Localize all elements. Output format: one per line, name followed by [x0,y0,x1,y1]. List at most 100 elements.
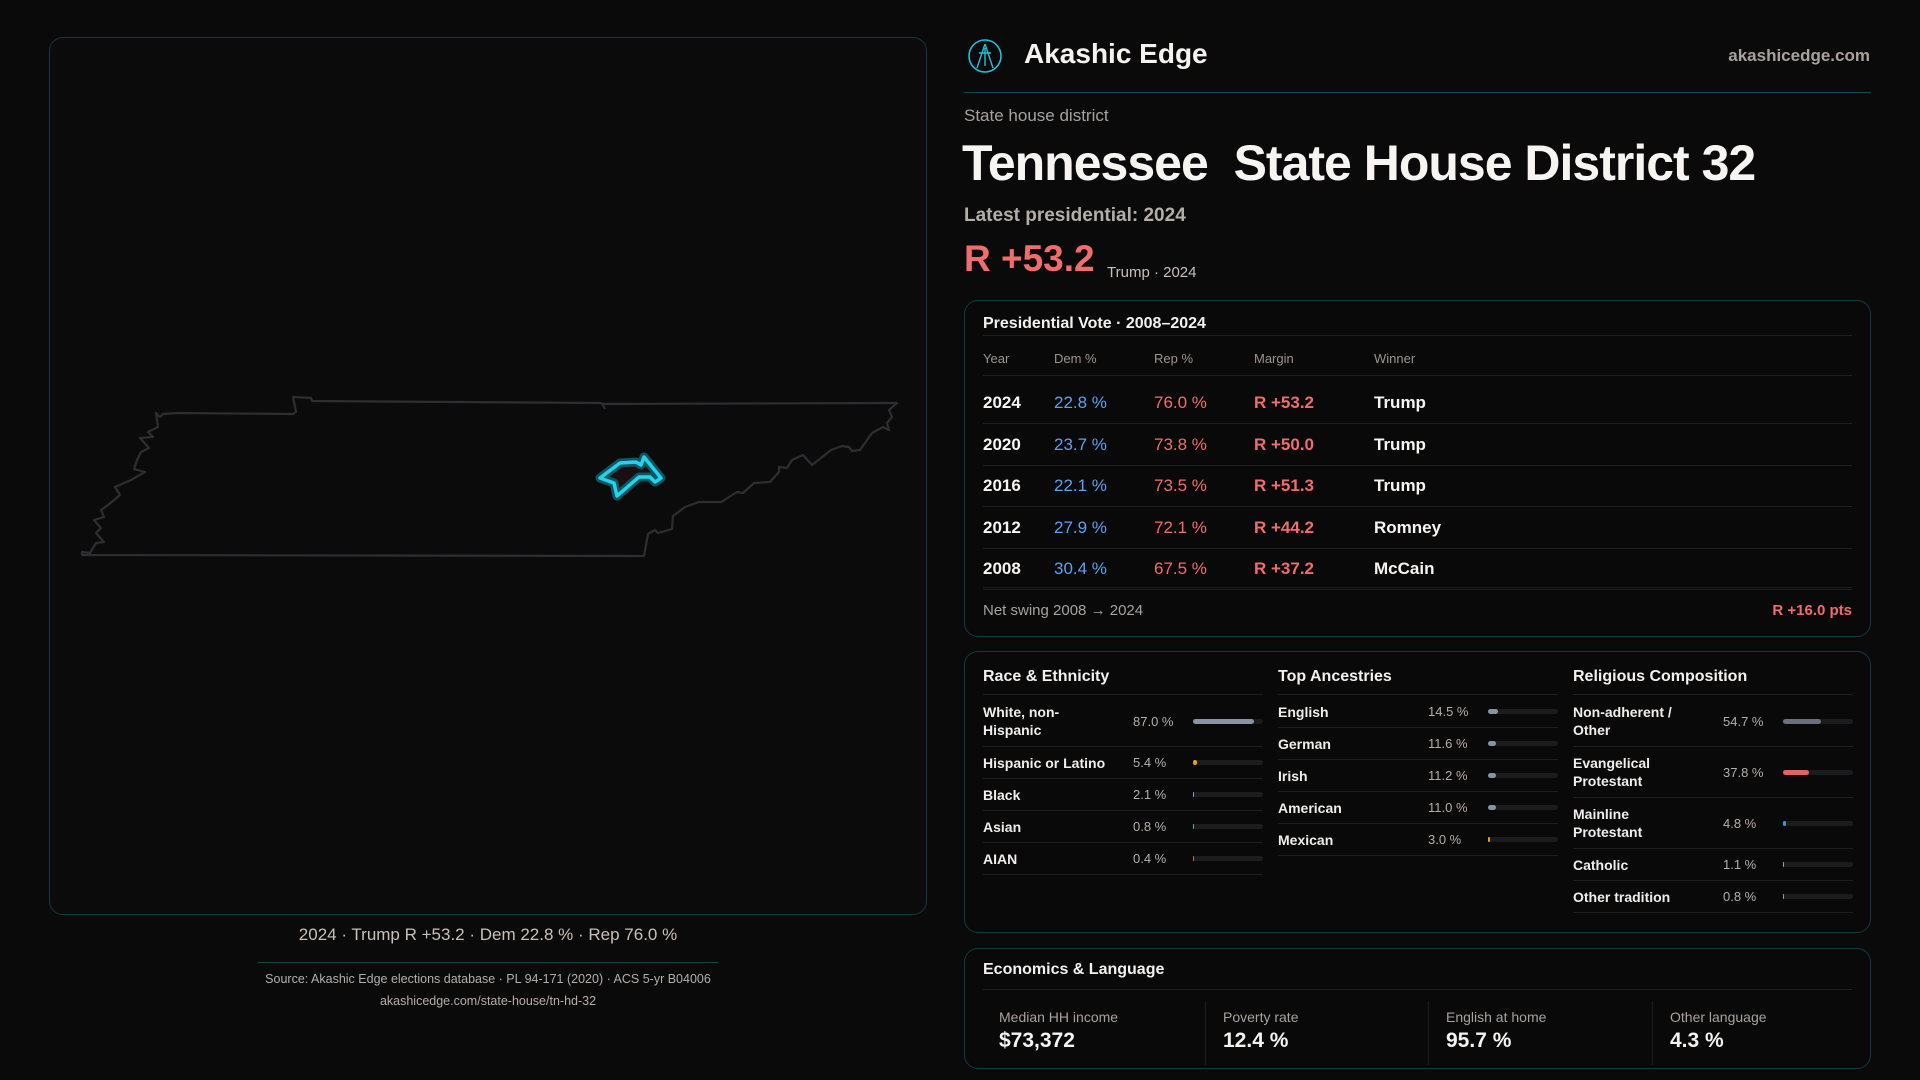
bar-track [1488,837,1558,842]
divider [983,423,1852,424]
list-item: American 11.0 % [1278,792,1558,824]
cell-margin: R +50.0 [1254,434,1315,454]
divider [983,589,1852,590]
brand-name[interactable]: Akashic Edge [1024,38,1208,69]
bar-track [1193,718,1263,724]
page-title: Tennessee State House District 32 [962,134,1757,192]
tennessee-outline [80,395,899,558]
bar-track [1193,824,1263,829]
item-value: 11.0 % [1428,800,1468,815]
cell-winner: McCain [1374,559,1435,578]
bar-fill [1783,718,1822,724]
item-label: White, non-Hispanic [983,704,1060,738]
table-row[interactable]: 2024 22.8 % 76.0 % R +53.2 Trump [965,383,1870,424]
cell-dem: 22.8 % [1054,393,1107,412]
bar-track [1193,760,1263,765]
column-title: Religious Composition [1573,668,1748,685]
list-item: Black 2.1 % [983,779,1263,811]
item-label: Hispanic or Latino [983,755,1106,771]
bar-track [1488,709,1558,714]
headline-margin-sub: Trump · 2024 [1107,264,1197,281]
cell-winner: Trump [1374,393,1426,412]
stat-3: Other language 4.3 % [1670,1009,1870,1053]
stat-divider [1652,1001,1653,1065]
header-year: Year [983,351,1010,366]
item-value: 3.0 % [1428,832,1462,847]
cell-rep: 73.8 % [1154,434,1207,454]
item-value: 14.5 % [1428,704,1469,719]
cell-dem: 30.4 % [1054,559,1107,578]
bar-track [1783,769,1853,775]
cell-rep: 73.5 % [1154,476,1207,495]
net-swing-value: R +16.0 pts [1772,602,1852,619]
stat-value: 95.7 % [1446,1029,1512,1052]
site-link[interactable]: akashicedge.com [1728,46,1870,65]
item-label: Other tradition [1573,889,1671,905]
column-title: Top Ancestries [1278,668,1392,685]
divider [983,547,1852,549]
table-row[interactable]: 2020 23.7 % 73.8 % R +50.0 Trump [965,425,1870,466]
latest-presidential: Latest presidential: 2024 [964,205,1186,226]
divider [983,464,1852,466]
list-item: German 11.6 % [1278,728,1558,760]
cell-dem: 27.9 % [1054,517,1107,537]
item-value: 0.8 % [1133,819,1167,834]
divider [983,335,1852,336]
bar-track [1783,894,1853,899]
cell-year: 2012 [983,517,1021,537]
bar-fill [1193,718,1254,724]
divider [983,989,1852,990]
header-margin: Margin [1254,351,1294,366]
bar-fill [1488,773,1496,778]
cell-winner: Trump [1374,434,1426,454]
list-item: White, non-Hispanic 87.0 % [983,696,1263,747]
item-label: Mexican [1278,832,1334,848]
item-value: 54.7 % [1723,713,1764,729]
stat-label: English at home [1446,1009,1547,1025]
bar-fill [1193,856,1195,861]
bar-fill [1783,862,1785,867]
item-label: Black [983,787,1021,803]
cell-margin: R +37.2 [1254,559,1315,578]
cell-year: 2016 [983,476,1021,495]
cell-dem: 23.7 % [1054,434,1107,454]
item-label: American [1278,800,1342,816]
item-value: 5.4 % [1133,755,1167,770]
item-value: 11.2 % [1428,768,1468,783]
bar-track [1488,805,1558,810]
cell-year: 2020 [983,434,1021,454]
akashic-edge-logo-icon[interactable] [967,38,1003,74]
item-label: Catholic [1573,857,1629,873]
cell-margin: R +51.3 [1254,476,1315,495]
stat-divider [1428,1001,1429,1065]
bar-fill [1783,894,1785,899]
demographics-card: Race & Ethnicity White, non-Hispanic 87.0 … [964,651,1871,933]
table-row[interactable]: 2008 30.4 % 67.5 % R +37.2 McCain [965,549,1870,590]
bar-fill [1488,837,1491,842]
stat-value: 12.4 % [1223,1029,1289,1052]
source-url[interactable]: akashicedge.com/state-house/tn-hd-32 [379,994,597,1008]
item-value: 4.8 % [1723,815,1757,831]
table-row[interactable]: 2016 22.1 % 73.5 % R +51.3 Trump [965,466,1870,507]
source-note: Source: Akashic Edge elections database … [265,972,711,986]
map-caption: 2024 · Trump R +53.2 · Dem 22.8 % · Rep … [298,925,678,944]
bar-fill [1193,824,1195,829]
table-row[interactable]: 2012 27.9 % 72.1 % R +44.2 Romney [965,508,1870,549]
district-kind: State house district [964,106,1109,125]
card-title: Presidential Vote · 2008–2024 [983,315,1206,332]
bar-fill [1193,760,1197,765]
county-tick [601,403,606,410]
map-panel[interactable] [49,37,927,915]
stat-label: Other language [1670,1009,1767,1025]
presidential-vote-card: Presidential Vote · 2008–2024 Year Dem % R… [964,300,1871,637]
list-item: English 14.5 % [1278,696,1558,728]
item-label: Asian [983,819,1022,835]
cell-dem: 22.1 % [1054,476,1107,495]
bar-track [1193,792,1263,797]
district-name: State House District 32 [1233,135,1757,191]
state-name: Tennessee [962,135,1209,191]
stat-1: Poverty rate 12.4 % [1223,1009,1423,1053]
item-value: 11.6 % [1428,736,1468,751]
bar-track [1783,718,1853,724]
stat-2: English at home 95.7 % [1446,1009,1646,1053]
